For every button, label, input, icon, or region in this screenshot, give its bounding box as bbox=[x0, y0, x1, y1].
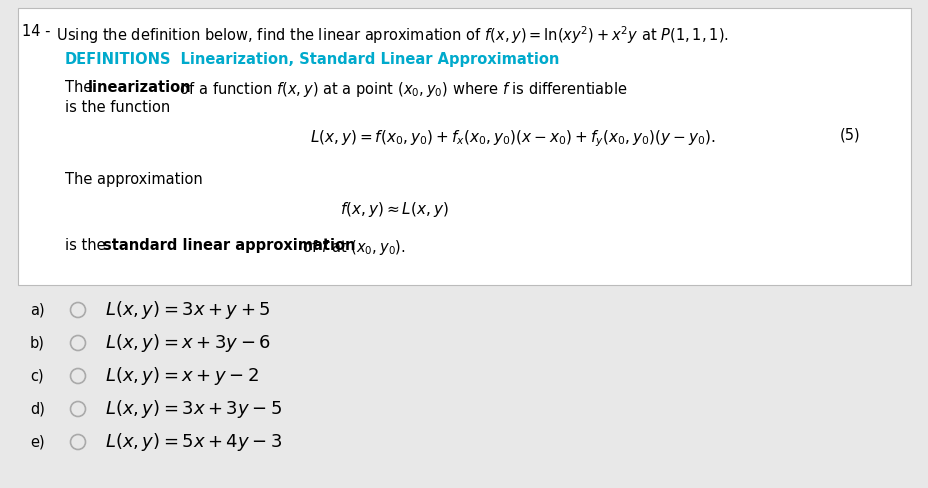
Text: DEFINITIONS: DEFINITIONS bbox=[65, 52, 172, 67]
Text: $L(x, y) = x + y - 2$: $L(x, y) = x + y - 2$ bbox=[105, 365, 259, 387]
Text: $L(x, y) = 3x + 3y - 5$: $L(x, y) = 3x + 3y - 5$ bbox=[105, 398, 282, 420]
Text: $f(x, y) \approx L(x, y)$: $f(x, y) \approx L(x, y)$ bbox=[340, 200, 448, 219]
Text: standard linear approximation: standard linear approximation bbox=[103, 238, 355, 253]
Text: e): e) bbox=[30, 434, 45, 449]
Text: is the: is the bbox=[65, 238, 110, 253]
Text: $L(x, y) = 5x + 4y - 3$: $L(x, y) = 5x + 4y - 3$ bbox=[105, 431, 282, 453]
Text: Linearization, Standard Linear Approximation: Linearization, Standard Linear Approxima… bbox=[160, 52, 559, 67]
Text: Using the definition below, find the linear aproximation of $f(x, y) = \ln(xy^2): Using the definition below, find the lin… bbox=[52, 24, 728, 46]
Text: $L(x, y) = x + 3y - 6$: $L(x, y) = x + 3y - 6$ bbox=[105, 332, 271, 354]
Text: is the function: is the function bbox=[65, 100, 170, 115]
Text: of $f$ at $(x_0, y_0)$.: of $f$ at $(x_0, y_0)$. bbox=[298, 238, 406, 257]
Text: (5): (5) bbox=[839, 128, 859, 143]
Text: a): a) bbox=[30, 303, 45, 318]
Text: 14 -: 14 - bbox=[22, 24, 50, 39]
Text: The: The bbox=[65, 80, 97, 95]
Text: d): d) bbox=[30, 402, 45, 416]
Text: $L(x, y) = 3x + y + 5$: $L(x, y) = 3x + y + 5$ bbox=[105, 299, 270, 321]
Text: The approximation: The approximation bbox=[65, 172, 202, 187]
Text: c): c) bbox=[30, 368, 44, 384]
Text: of a function $f(x, y)$ at a point $(x_0, y_0)$ where $f$ is differentiable: of a function $f(x, y)$ at a point $(x_0… bbox=[174, 80, 626, 99]
Text: $L(x, y) = f(x_0, y_0) + f_x(x_0, y_0)(x - x_0) + f_y(x_0, y_0)(y - y_0).$: $L(x, y) = f(x_0, y_0) + f_x(x_0, y_0)(x… bbox=[310, 128, 715, 149]
Text: b): b) bbox=[30, 336, 45, 350]
Text: linearization: linearization bbox=[88, 80, 191, 95]
FancyBboxPatch shape bbox=[18, 8, 910, 285]
